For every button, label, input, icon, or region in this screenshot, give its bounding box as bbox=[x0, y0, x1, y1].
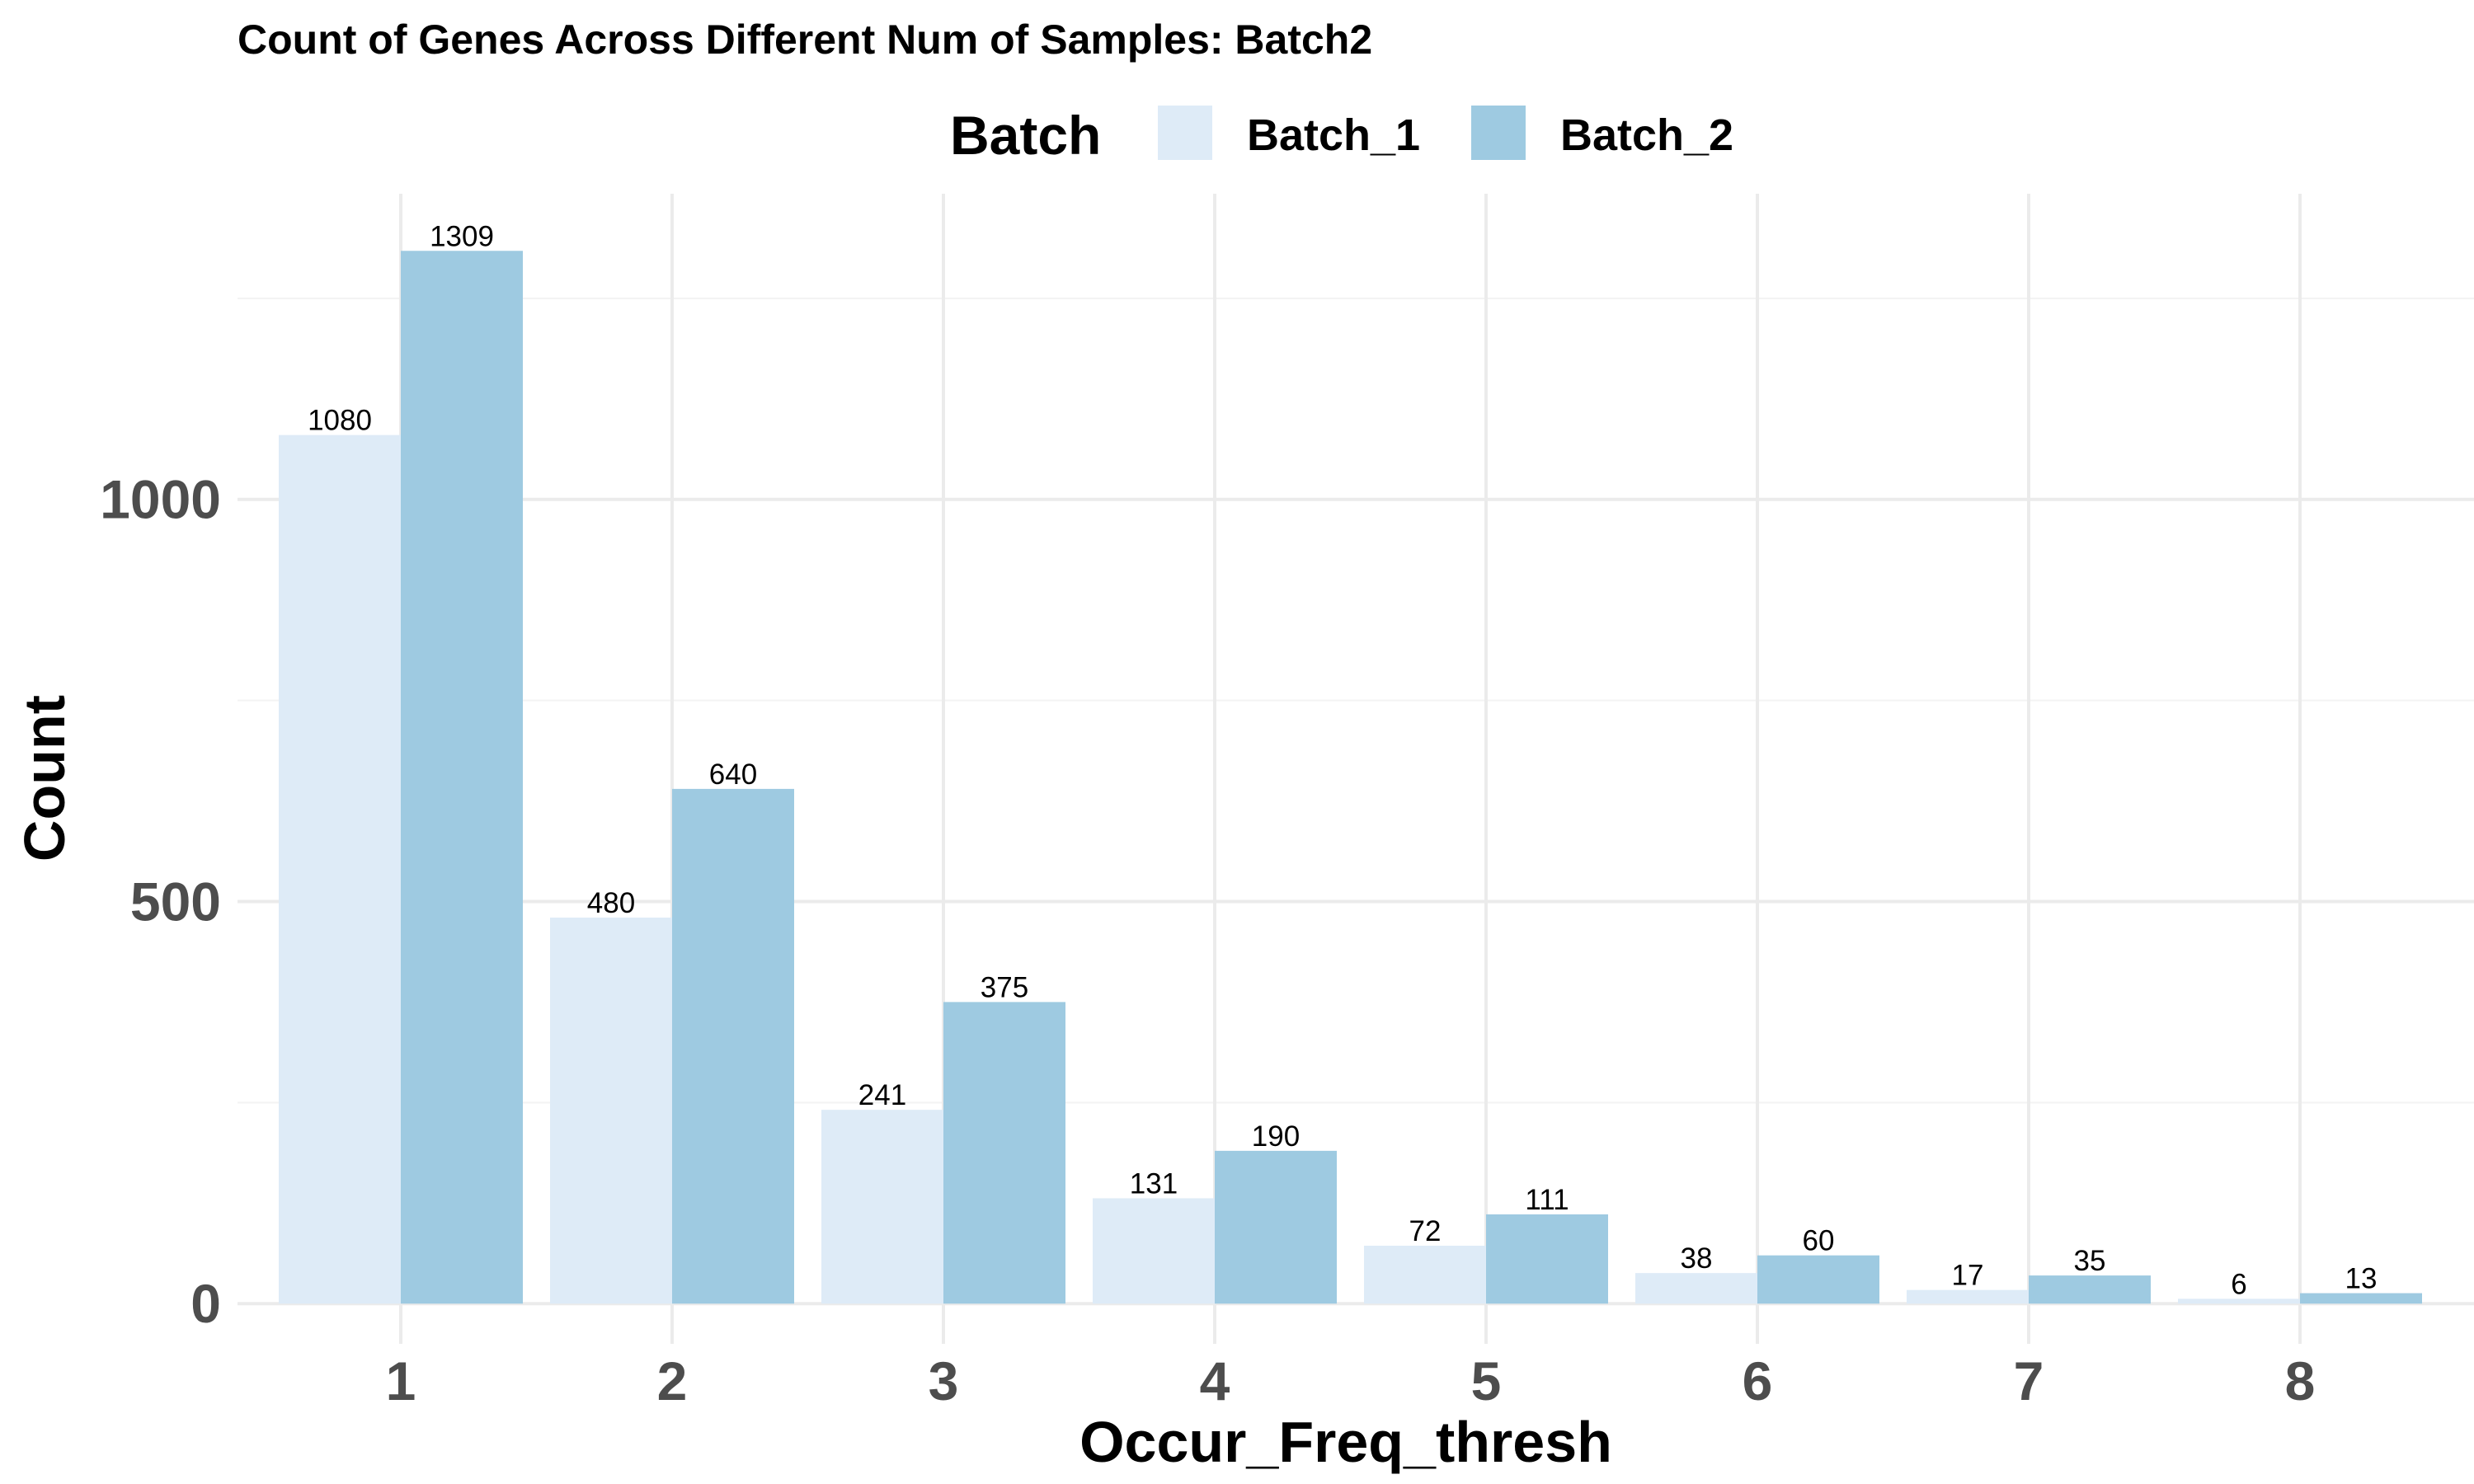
data-label: 241 bbox=[858, 1079, 906, 1111]
x-tick-label: 2 bbox=[657, 1350, 688, 1411]
data-label: 131 bbox=[1130, 1167, 1178, 1200]
data-labels: 1080 480 241 131 72 38 17 6 1309 640 375 190 111 60 35… bbox=[308, 220, 2377, 1300]
y-tick-label: 1000 bbox=[100, 469, 221, 530]
bar-batch-1-1 bbox=[279, 434, 401, 1304]
data-label: 375 bbox=[981, 971, 1028, 1003]
bar-batch-2-8 bbox=[2300, 1293, 2422, 1304]
x-axis-title: Occur_Freq_thresh bbox=[1079, 1410, 1612, 1474]
data-label: 1080 bbox=[308, 405, 372, 437]
y-axis-title: Count bbox=[12, 695, 77, 862]
grid-lines bbox=[238, 194, 2474, 1344]
bar-batch-2-4 bbox=[1215, 1150, 1337, 1304]
y-tick-label: 500 bbox=[130, 871, 221, 932]
legend-swatch-batch-1 bbox=[1158, 106, 1212, 160]
bar-batch-2-5 bbox=[1486, 1214, 1608, 1304]
data-label: 13 bbox=[2345, 1263, 2378, 1295]
data-label: 1309 bbox=[430, 220, 494, 252]
data-label: 6 bbox=[2231, 1268, 2246, 1300]
data-label: 38 bbox=[1681, 1242, 1713, 1275]
chart-title: Count of Genes Across Different Num of S… bbox=[238, 16, 1372, 63]
x-tick-label: 5 bbox=[1471, 1350, 1502, 1411]
bar-batch-1-2 bbox=[550, 917, 672, 1304]
data-label: 17 bbox=[1952, 1260, 1984, 1292]
bar-batch-1-3 bbox=[821, 1110, 943, 1304]
bar-batch-2-1 bbox=[401, 251, 523, 1304]
bar-batch-2-2 bbox=[672, 788, 794, 1304]
x-tick-label: 7 bbox=[2014, 1350, 2044, 1411]
bar-batch-1-6 bbox=[1635, 1273, 1757, 1304]
bar-batch-1-7 bbox=[1907, 1289, 2029, 1304]
data-label: 190 bbox=[1252, 1120, 1300, 1153]
x-tick-label: 8 bbox=[2285, 1350, 2316, 1411]
legend-title: Batch bbox=[950, 105, 1101, 166]
bar-batch-2-3 bbox=[943, 1002, 1065, 1304]
legend-label-batch-2: Batch_2 bbox=[1560, 110, 1733, 160]
bar-batch-2-7 bbox=[2029, 1275, 2151, 1304]
data-label: 111 bbox=[1525, 1184, 1569, 1216]
data-label: 480 bbox=[587, 887, 635, 919]
legend-swatch-batch-2 bbox=[1471, 106, 1526, 160]
data-label: 35 bbox=[2074, 1245, 2106, 1277]
x-tick-label: 6 bbox=[1743, 1350, 1773, 1411]
legend: Batch Batch_1 Batch_2 bbox=[950, 105, 1733, 166]
y-tick-label: 0 bbox=[190, 1273, 221, 1334]
bar-batch-1-4 bbox=[1093, 1198, 1215, 1304]
bar-batch-2-6 bbox=[1757, 1255, 1879, 1304]
data-label: 640 bbox=[709, 758, 757, 791]
bars bbox=[279, 251, 2422, 1304]
data-label: 60 bbox=[1803, 1225, 1835, 1257]
x-tick-label: 4 bbox=[1200, 1350, 1230, 1411]
bar-batch-1-8 bbox=[2178, 1298, 2300, 1304]
x-tick-label: 3 bbox=[929, 1350, 959, 1411]
bar-batch-1-5 bbox=[1364, 1245, 1486, 1304]
data-label: 72 bbox=[1409, 1215, 1442, 1247]
legend-label-batch-1: Batch_1 bbox=[1247, 110, 1420, 160]
axis-ticks: 0 500 1000 1 2 3 4 5 6 7 8 bbox=[100, 469, 2315, 1411]
x-tick-label: 1 bbox=[386, 1350, 416, 1411]
